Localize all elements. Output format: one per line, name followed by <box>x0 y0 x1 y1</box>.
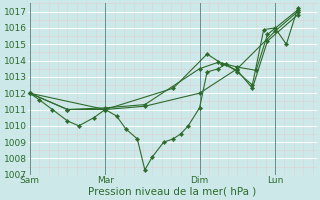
X-axis label: Pression niveau de la mer( hPa ): Pression niveau de la mer( hPa ) <box>88 187 256 197</box>
